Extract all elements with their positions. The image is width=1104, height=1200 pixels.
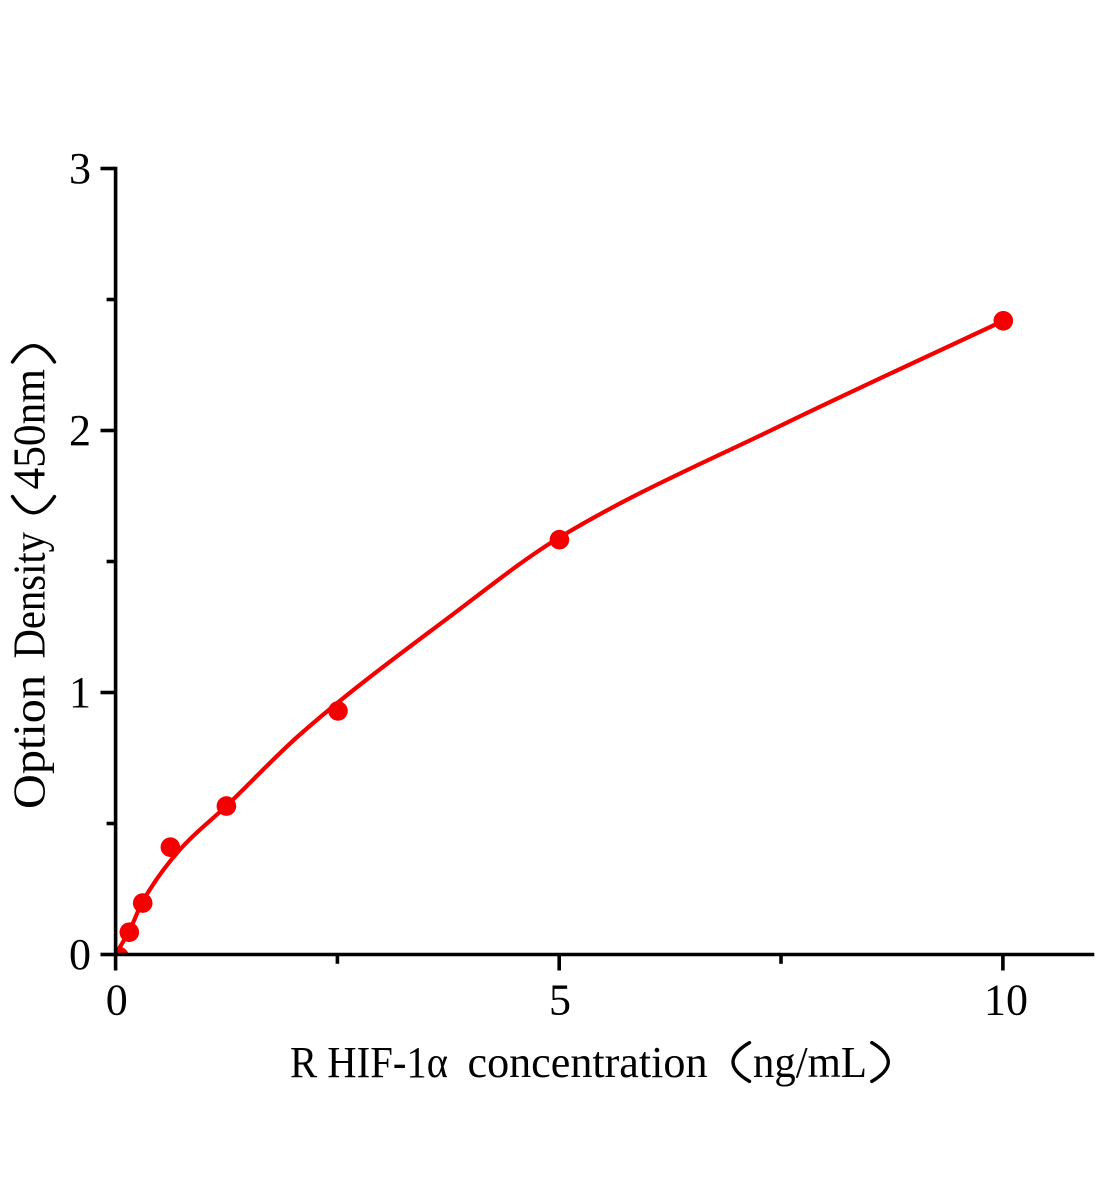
svg-text:Option: Option bbox=[4, 675, 55, 809]
svg-text:3: 3 bbox=[69, 144, 91, 193]
svg-text:0: 0 bbox=[106, 975, 128, 1024]
svg-text:concentration: concentration bbox=[468, 1038, 708, 1087]
svg-text:ng/mL: ng/mL bbox=[753, 1038, 867, 1087]
svg-text:10: 10 bbox=[984, 975, 1028, 1024]
svg-text:450nm: 450nm bbox=[4, 369, 55, 490]
svg-text:5: 5 bbox=[549, 975, 571, 1024]
svg-text:2: 2 bbox=[69, 406, 91, 455]
svg-text:Density: Density bbox=[4, 532, 55, 659]
svg-text:0: 0 bbox=[69, 930, 91, 979]
svg-text:R HIF-1α: R HIF-1α bbox=[290, 1038, 448, 1087]
svg-text:1: 1 bbox=[69, 668, 91, 717]
